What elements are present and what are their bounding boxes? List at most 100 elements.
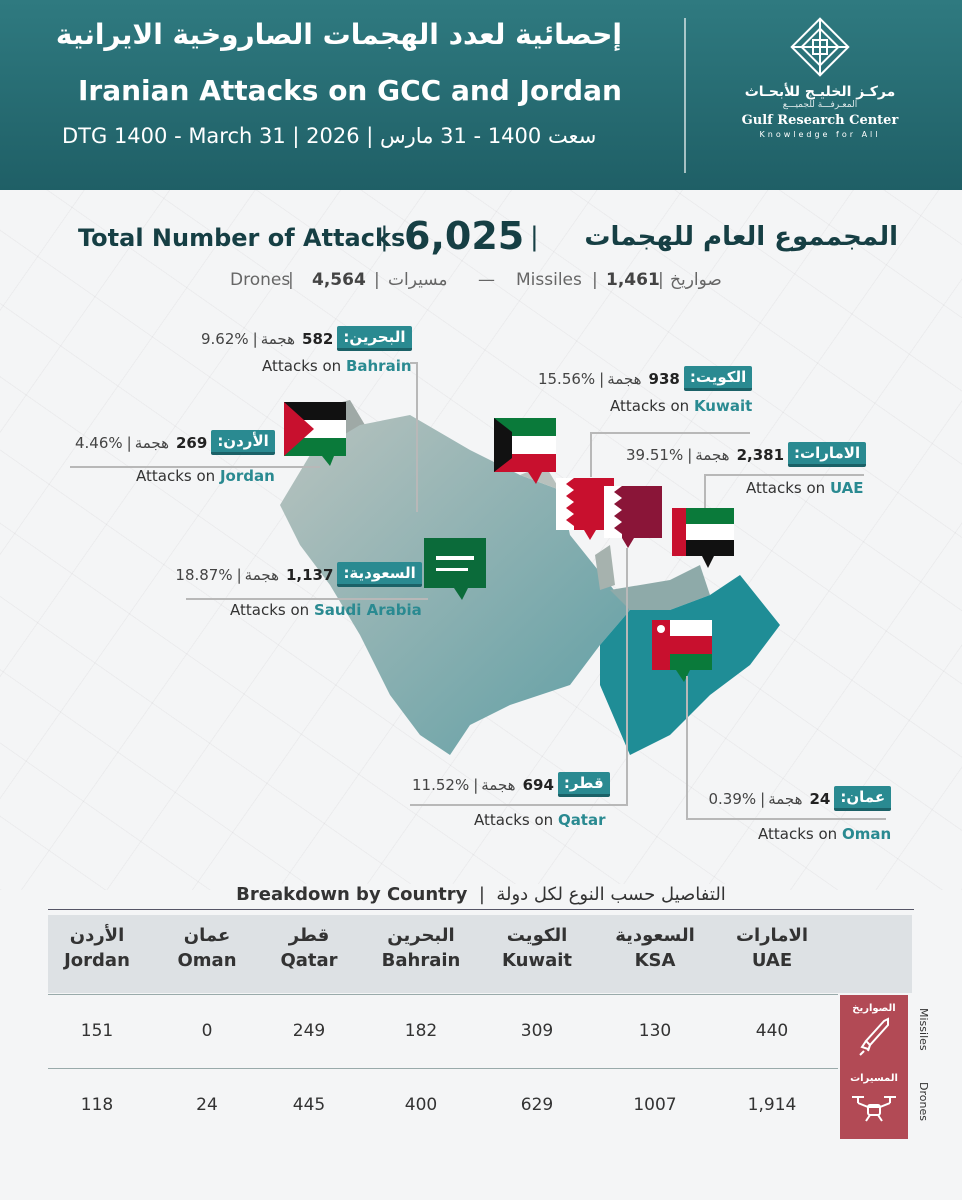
- title-english: Iranian Attacks on GCC and Jordan: [78, 74, 622, 107]
- saudi-leader-line: [186, 598, 428, 600]
- hits-word: هجمة: [244, 565, 279, 584]
- bahrain-leader-line: [410, 362, 418, 364]
- qatar-shape: [595, 545, 615, 590]
- missiles-cell: 151: [80, 1021, 114, 1041]
- bahrain-annotation: البحرين: 582 هجمة | 9.62% Attacks on Bah…: [201, 326, 412, 375]
- column-header: الكويت Kuwait: [482, 925, 592, 971]
- kuwait-flag-icon: [494, 418, 556, 484]
- uae-leader-line: [704, 474, 864, 476]
- jordan-flag-icon: [284, 402, 346, 466]
- jordan-hits: 269: [176, 433, 208, 452]
- attacks-on-label: Attacks on: [610, 397, 690, 415]
- hits-word: هجمة: [695, 445, 730, 464]
- kuwait-leader-line: [590, 432, 750, 434]
- logo-english-tagline: Knowledge for All: [759, 130, 881, 139]
- missiles-cell: 309: [520, 1021, 554, 1041]
- attacks-on-label: Attacks on: [136, 467, 216, 485]
- bahrain-name: Bahrain: [345, 357, 412, 375]
- kuwait-leader-line: [590, 432, 592, 477]
- qatar-hits: 694: [522, 775, 554, 794]
- jordan-name: Jordan: [219, 467, 275, 485]
- jordan-annotation: الأردن: 269 هجمة | 4.46% Attacks on Jord…: [74, 430, 275, 485]
- row-divider: [48, 994, 838, 995]
- jordan-tag: الأردن:: [211, 430, 275, 455]
- missiles-label-en: Missiles: [516, 270, 582, 290]
- drone-icon: [852, 1096, 896, 1122]
- missiles-value: 1,461: [606, 270, 660, 290]
- kuwait-annotation: الكويت: 938 هجمة | 15.56% Attacks on Kuw…: [537, 366, 753, 415]
- column-header-arabic: الامارات: [735, 925, 809, 946]
- uae-hits: 2,381: [736, 445, 785, 464]
- sub-sep: |: [592, 270, 598, 290]
- column-header-arabic: قطر: [288, 925, 330, 946]
- attacks-on-label: Attacks on: [758, 825, 838, 843]
- header-divider: [684, 18, 686, 173]
- missiles-label-en: Missiles: [917, 1008, 930, 1051]
- oman-pct: 0.39%: [708, 789, 757, 808]
- breakdown-title-english: Breakdown by Country: [236, 884, 468, 905]
- column-header-arabic: البحرين: [387, 925, 455, 946]
- kuwait-pct: 15.56%: [537, 369, 596, 388]
- oman-hits: 24: [809, 789, 831, 808]
- bahrain-tag: البحرين:: [337, 326, 412, 351]
- total-value: 6,025: [404, 214, 525, 258]
- logo-arabic-name: مركـز الخليـج للأبحـاث: [744, 84, 896, 100]
- dtg-line: DTG 1400 - March 31 | 2026 | سعت 1400 - …: [62, 124, 597, 148]
- uae-flag-icon: [672, 508, 734, 568]
- jordan-pct: 4.46%: [74, 433, 123, 452]
- hits-word: هجمة: [607, 369, 642, 388]
- saudi-flag-icon: [424, 538, 486, 600]
- column-header: الأردن Jordan: [42, 925, 152, 971]
- column-header-english: Qatar: [280, 950, 338, 971]
- total-label-arabic: المجمموع العام للهجمات: [584, 222, 898, 252]
- saudi-tag: السعودية:: [337, 562, 422, 587]
- uae-pct: 39.51%: [626, 445, 684, 464]
- drones-cell: 24: [196, 1095, 218, 1115]
- hits-word: هجمة: [134, 433, 169, 452]
- logo-english-name: Gulf Research Center: [741, 113, 899, 128]
- column-header-english: Jordan: [64, 950, 130, 971]
- qatar-annotation: قطر: 694 هجمة | 11.52% Attacks on Qatar: [408, 772, 610, 829]
- drones-value: 4,564: [312, 270, 366, 290]
- total-attacks-row: Total Number of Attacks | 6,025 | المجمم…: [78, 212, 898, 262]
- column-header-arabic: السعودية: [615, 925, 695, 946]
- drones-label-en: Drones: [917, 1082, 930, 1121]
- table-header: [48, 915, 912, 993]
- drones-cell: 629: [520, 1095, 554, 1115]
- sub-sep: |: [658, 270, 664, 290]
- bahrain-pct: 9.62%: [201, 329, 249, 348]
- qatar-pct: 11.52%: [412, 775, 470, 794]
- sub-sep: |: [374, 270, 380, 290]
- drones-cell: 445: [292, 1095, 326, 1115]
- missiles-cell: 182: [404, 1021, 438, 1041]
- oman-name: Oman: [841, 825, 892, 843]
- attacks-on-label: Attacks on: [230, 601, 310, 619]
- qatar-leader-line: [410, 804, 628, 806]
- missiles-cell: 130: [638, 1021, 672, 1041]
- header-banner: إحصائية لعدد الهجمات الصاروخية الايرانية…: [0, 0, 962, 190]
- column-header-english: KSA: [634, 950, 676, 971]
- column-header-english: Kuwait: [502, 950, 572, 971]
- total-label-english: Total Number of Attacks: [78, 224, 406, 252]
- missiles-cell: 249: [292, 1021, 326, 1041]
- sub-dash: —: [478, 270, 495, 290]
- saudi-pct: 18.87%: [175, 565, 233, 584]
- kuwait-name: Kuwait: [693, 397, 753, 415]
- column-header-english: Bahrain: [381, 950, 461, 971]
- breakdown-title-arabic: التفاصيل حسب النوع لكل دولة: [496, 884, 726, 905]
- column-header-english: Oman: [177, 950, 237, 971]
- missiles-cell: 0: [201, 1021, 213, 1041]
- type-labels-box: الصواريخ المسيرات: [840, 995, 908, 1139]
- column-header-arabic: الكويت: [506, 925, 568, 946]
- subtotals-row: Drones | 4,564 | مسيرات — Missiles | 1,4…: [230, 270, 730, 296]
- breakdown-title: Breakdown by Country | التفاصيل حسب النو…: [48, 880, 914, 910]
- column-header-arabic: عمان: [183, 925, 231, 946]
- uae-name: UAE: [829, 479, 864, 497]
- drones-cell: 118: [80, 1095, 114, 1115]
- row-divider: [48, 1068, 838, 1069]
- bahrain-leader-line: [416, 362, 418, 512]
- sub-sep: |: [288, 270, 294, 290]
- uae-tag: الامارات:: [788, 442, 867, 467]
- missiles-label-ar: الصواريخ: [852, 1003, 896, 1014]
- oman-tag: عمان:: [834, 786, 892, 811]
